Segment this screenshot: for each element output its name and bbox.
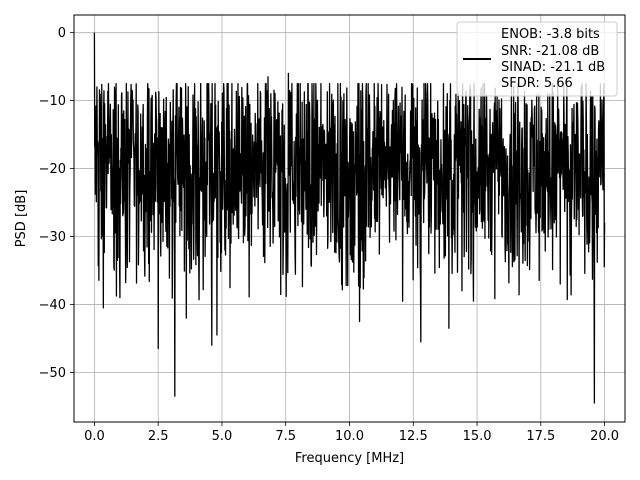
y-tick-label: −50 [39,366,66,381]
psd-trace [93,32,606,404]
legend-box [456,21,618,97]
x-tick-label: 20.0 [590,429,619,444]
legend: ENOB: -3.8 bits SNR: -21.08 dB SINAD: -2… [456,21,618,97]
x-tick-label: 10.0 [335,429,364,444]
y-tick-label: −40 [39,298,66,313]
legend-line-enob: ENOB: -3.8 bits [501,27,600,42]
psd-series [93,32,606,404]
y-tick-label: −10 [39,94,66,109]
x-tick-label: 5.0 [212,429,233,444]
y-tick-label: 0 [58,26,66,41]
y-tick-label: −30 [39,230,66,245]
x-axis-label: Frequency [MHz] [295,451,404,466]
x-tick-label: 17.5 [526,429,555,444]
y-tick-label: −20 [39,162,66,177]
x-tick-label: 15.0 [463,429,492,444]
x-tick-label: 12.5 [399,429,428,444]
legend-line-snr: SNR: -21.08 dB [501,44,599,59]
legend-line-sinad: SINAD: -21.1 dB [501,60,605,75]
legend-line-sfdr: SFDR: 5.66 [501,76,573,91]
axis-ticks: 0.0 2.5 5.0 7.5 10.0 12.5 15.0 17.5 20.0 0 −10 −20 −… [39,26,620,444]
x-tick-label: 7.5 [275,429,296,444]
x-tick-label: 2.5 [148,429,169,444]
y-axis-label: PSD [dB] [14,190,29,248]
x-tick-label: 0.0 [84,429,105,444]
